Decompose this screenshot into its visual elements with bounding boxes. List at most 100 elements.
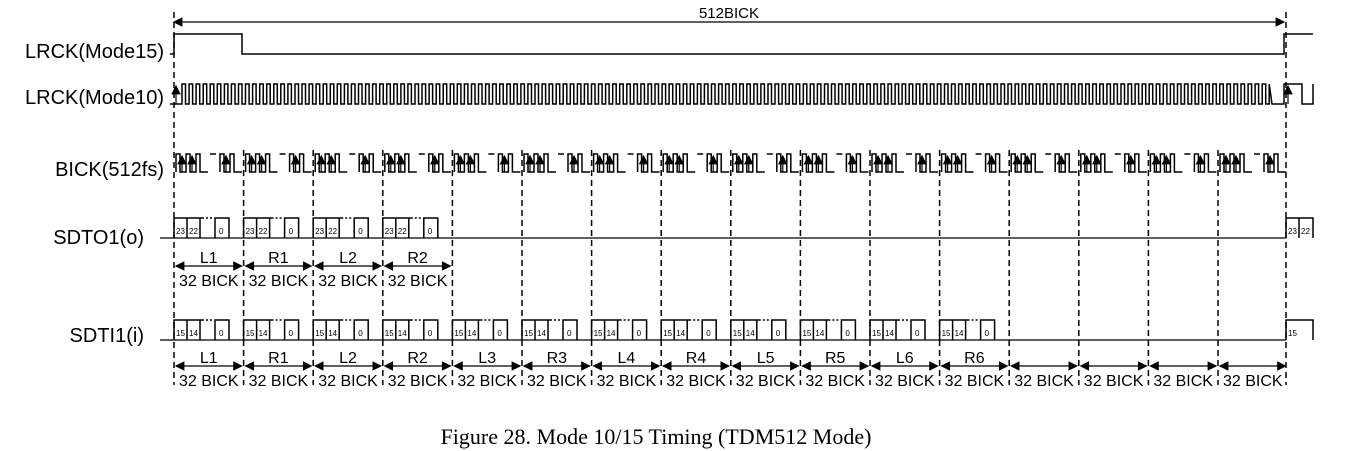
bick-pulses-b-4 [497,153,521,173]
sdti-bit-lsb-8: 0 [776,329,781,338]
sdti1-slot-labels: L1 32 BICK R1 32 BICK L2 32 BICK R2 32 BICK L3 32… [174,350,1287,390]
sdti-bit-lsb-4: 0 [497,329,502,338]
sdti-bits-9 [799,319,857,340]
sdto1-slot-labels: L1 32 BICK R1 32 BICK L2 32 BICK R2 32 BICK [174,250,452,290]
sdto1-wave: 23 22 0 23 22 0 23 22 0 23 22 0 23 22 [160,217,1314,239]
sdti-slot-name-0: L1 [200,350,218,367]
bick-pulses-b-14 [1193,153,1217,173]
sdti-bit-msb-2: 15 [315,329,324,338]
sdto-bits-2 [312,217,369,238]
sdti-bit-msb1-2: 14 [328,329,337,338]
sdto-slot-width-1: 32 BICK [249,273,309,290]
bick-pulses-12 [1010,153,1044,173]
bick-pulses-b-2 [358,153,382,173]
sdti-slot-name-6: L4 [618,350,636,367]
lrck-mode15-wave [170,33,1313,55]
sdto-bit-msb1-3: 22 [398,227,407,236]
sdto-bit-msb-3: 23 [385,227,394,236]
label-sdti1: SDTI1(i) [70,325,144,347]
bick-pulses-4 [453,153,487,173]
span-label: 512BICK [699,5,759,22]
sdti-bit-msb1-10: 14 [885,329,894,338]
sdto-slot-width-3: 32 BICK [388,273,448,290]
sdti-bit-lsb-9: 0 [845,329,850,338]
slot-boundaries [173,12,1287,385]
sdti-slot-width-1: 32 BICK [249,373,309,390]
sdti-bit-lsb-0: 0 [219,329,224,338]
sdti-bit-msb1-6: 14 [607,329,616,338]
sdti-slot-name-3: R2 [407,350,428,367]
sdti-bits-11 [938,319,996,340]
sdti-bit-lsb-1: 0 [289,329,294,338]
bick-pulses-9 [801,153,835,173]
sdto-slot-name-2: L2 [339,250,357,267]
bick-pulses-b-10 [915,153,938,173]
sdti-bit-msb-5: 15 [524,329,533,338]
bick-pulses-3 [384,153,417,173]
bick-pulses-b-12 [1054,153,1078,173]
sdto-bits-3 [382,217,439,238]
sdti-bits-3 [382,319,439,340]
sdti-bit-lsb-3: 0 [428,329,433,338]
bick-pulses-b-13 [1124,153,1147,173]
sdti-slot-name-8: L5 [757,350,775,367]
bick-pulses-b-8 [776,153,799,173]
bick-pulses-5 [523,153,556,173]
sdti-bit-msb1-1: 14 [259,329,268,338]
sdti-next-bit: 15 [1288,329,1297,338]
bick-pulses-b-1 [288,153,312,173]
sdti-bits-0 [173,319,230,340]
sdto-bits-1 [242,217,300,238]
sdti-slot-width-7: 32 BICK [666,373,726,390]
sdto-bit-msb-0: 23 [176,227,185,236]
sdti-slot-name-10: L6 [896,350,914,367]
bick-pulses-b-5 [567,153,590,173]
sdto-bit-lsb-0: 0 [219,227,224,236]
sdti-bit-msb1-11: 14 [955,329,964,338]
span-512bick: 512BICK [172,5,1286,27]
sdti-bit-msb-8: 15 [733,329,742,338]
label-lrck-mode10: LRCK(Mode10) [25,87,164,109]
bick-pulses-14 [1149,153,1183,173]
sdto-bit-lsb-3: 0 [428,227,433,236]
sdti-bit-msb1-0: 14 [189,329,198,338]
sdti-bit-lsb-2: 0 [358,329,363,338]
sdti1-wave: 15 14 0 15 14 0 15 14 0 15 14 0 15 14 0 15 14 0 15 14 0 15 14 0… [160,319,1314,341]
bick-pulses-2 [314,153,348,173]
sdti-slot-width-15: 32 BICK [1223,373,1283,390]
sdti-slot-name-7: R4 [686,350,707,367]
sdti-bit-lsb-5: 0 [567,329,572,338]
sdti-bit-msb-0: 15 [176,329,185,338]
bick-pulses-7 [662,153,696,173]
sdti-bit-lsb-7: 0 [706,329,711,338]
sdto-next-bit: 23 [1288,227,1297,236]
sdti-slot-name-4: L3 [478,350,496,367]
bick-pulses-13 [1080,153,1113,173]
bick-pulses-b-3 [428,153,451,173]
sdti-bit-lsb-11: 0 [985,329,990,338]
bick-pulses-1 [244,153,278,173]
bick-pulses-b-15 [1263,153,1286,173]
sdti-slot-width-10: 32 BICK [875,373,935,390]
sdti-slot-width-13: 32 BICK [1084,373,1144,390]
bick-pulses-b-6 [636,153,660,173]
label-bick: BICK(512fs) [55,159,164,181]
label-sdto1: SDTO1(o) [53,227,144,249]
sdto-bit-msb-2: 23 [315,227,324,236]
sdti-bit-msb-6: 15 [594,329,603,338]
sdti-bit-lsb-10: 0 [915,329,920,338]
sdti-bit-msb-9: 15 [802,329,811,338]
sdti-bit-msb-4: 15 [454,329,463,338]
sdti-bit-msb1-5: 14 [537,329,546,338]
sdto-slot-name-1: R1 [268,250,289,267]
sdto-bit-msb-1: 23 [246,227,255,236]
sdti-bit-msb1-7: 14 [676,329,685,338]
sdti-slot-width-6: 32 BICK [597,373,657,390]
bick-pulses-6 [592,153,626,173]
sdti-slot-name-2: L2 [339,350,357,367]
lrck-mode10-wave [170,83,1314,105]
sdti-slot-width-8: 32 BICK [736,373,796,390]
bick-pulses-0 [175,153,208,173]
bick-wave [175,153,1286,173]
